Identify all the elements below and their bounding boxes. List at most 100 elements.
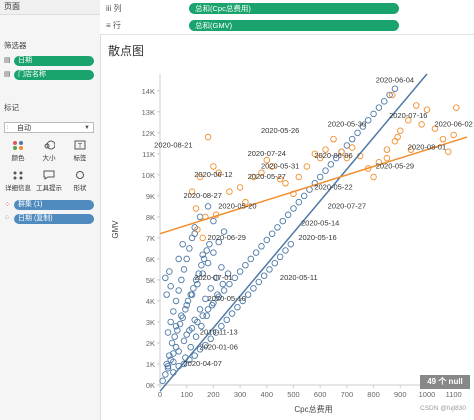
x-tick-label: 500 — [287, 390, 300, 399]
x-tick-label: 200 — [207, 390, 220, 399]
mark-field-date-copy[interactable]: 日期 (复制) — [14, 214, 94, 224]
data-point — [204, 259, 212, 267]
y-tick-label: 6K — [146, 255, 155, 264]
data-point — [202, 295, 209, 303]
data-point — [386, 91, 393, 99]
data-point — [204, 133, 212, 141]
data-point — [359, 123, 367, 130]
data-point — [413, 102, 420, 109]
data-point — [198, 322, 205, 330]
point-label: 2020-07-01 — [194, 273, 232, 282]
data-point — [271, 259, 279, 267]
y-tick-label: 5K — [146, 276, 155, 285]
data-point — [370, 110, 377, 118]
detail-icon — [13, 171, 23, 180]
data-point — [316, 154, 324, 162]
data-point — [167, 318, 174, 326]
tooltip-button-label: 工具提示 — [36, 185, 62, 192]
pages-card-title: 页面 — [0, 0, 100, 15]
data-point — [180, 266, 188, 273]
columns-pill[interactable]: 总和(Cpc总费用) — [189, 3, 399, 14]
point-label: 2020-06-04 — [376, 75, 414, 84]
data-point — [190, 285, 197, 292]
detail-button[interactable]: 详细信息 — [4, 170, 32, 192]
data-point — [218, 264, 225, 271]
data-point — [338, 148, 345, 155]
data-point — [226, 188, 233, 195]
data-point — [242, 261, 249, 269]
marks-card-title: 标记 — [4, 103, 19, 112]
data-point — [210, 217, 217, 225]
trend-line — [159, 73, 428, 392]
y-tick-label: 11K — [142, 150, 155, 159]
y-tick-label: 12K — [142, 129, 155, 138]
data-point — [383, 146, 391, 153]
data-point — [287, 240, 295, 248]
data-point — [182, 306, 189, 313]
data-point — [258, 169, 265, 177]
detail-field-icon: ⁘ — [4, 215, 10, 222]
label-button[interactable]: T 标签 — [66, 140, 94, 162]
data-point — [210, 249, 217, 256]
data-point — [242, 198, 249, 206]
rows-shelf[interactable]: ≡ 行 总和(GMV) — [100, 17, 474, 35]
data-point — [212, 274, 220, 282]
data-point — [263, 156, 271, 164]
rows-icon: ≡ — [106, 21, 113, 30]
data-point — [178, 276, 185, 284]
data-point — [180, 337, 188, 345]
data-point — [439, 135, 447, 143]
data-point — [210, 299, 217, 307]
y-axis-label: GMV — [111, 220, 120, 239]
null-indicator-badge[interactable]: 49 个 null — [420, 375, 470, 389]
trend-line — [159, 136, 468, 235]
rows-shelf-text: 行 — [112, 21, 121, 30]
data-point — [423, 106, 431, 113]
point-label: 2020-05-29 — [376, 162, 414, 171]
size-button[interactable]: 大小 — [35, 140, 63, 162]
point-label: 2020-05-30 — [328, 120, 366, 129]
data-point — [453, 104, 460, 111]
filter-pill-store[interactable]: 门店名称 — [14, 70, 94, 80]
data-point — [163, 360, 170, 368]
filter-field-icon: ▤ — [4, 57, 11, 64]
data-point — [260, 272, 268, 279]
data-point — [418, 121, 425, 128]
data-point — [215, 238, 222, 246]
x-tick-label: 600 — [314, 390, 327, 399]
mark-type-dropdown[interactable]: ⫶ 自动 ▼ — [4, 122, 94, 133]
tooltip-button[interactable]: 工具提示 — [35, 170, 63, 192]
filter-pill-date[interactable]: 日期 — [14, 56, 94, 66]
shape-button[interactable]: 形状 — [66, 170, 94, 192]
color-button[interactable]: 颜色 — [4, 140, 32, 162]
data-point — [159, 377, 166, 385]
point-label: 2020-05-31 — [261, 162, 299, 171]
data-point — [370, 173, 377, 181]
data-point — [196, 173, 204, 181]
data-point — [203, 247, 210, 254]
x-tick-label: 700 — [341, 390, 354, 399]
data-point — [170, 350, 177, 357]
data-point — [192, 276, 200, 284]
data-point — [220, 228, 228, 235]
rows-pill[interactable]: 总和(GMV) — [189, 20, 399, 31]
data-point — [183, 255, 190, 263]
data-point — [247, 255, 255, 263]
data-point — [220, 287, 228, 294]
data-point — [166, 268, 173, 275]
data-point — [219, 280, 226, 288]
data-point — [176, 320, 184, 328]
mark-field-cluster[interactable]: 群集 (1) — [14, 200, 94, 210]
point-label: 2020-08-21 — [154, 141, 192, 150]
data-point — [303, 163, 311, 170]
data-point — [215, 293, 222, 300]
data-point — [322, 167, 329, 174]
data-point — [255, 278, 263, 286]
data-point — [276, 175, 284, 183]
data-point — [199, 270, 206, 277]
size-icon — [44, 140, 55, 150]
data-point — [391, 85, 399, 92]
filters-card-title: 筛选器 — [4, 41, 27, 50]
svg-text:T: T — [78, 143, 83, 150]
columns-shelf[interactable]: iii 列 总和(Cpc总费用) — [100, 0, 474, 18]
